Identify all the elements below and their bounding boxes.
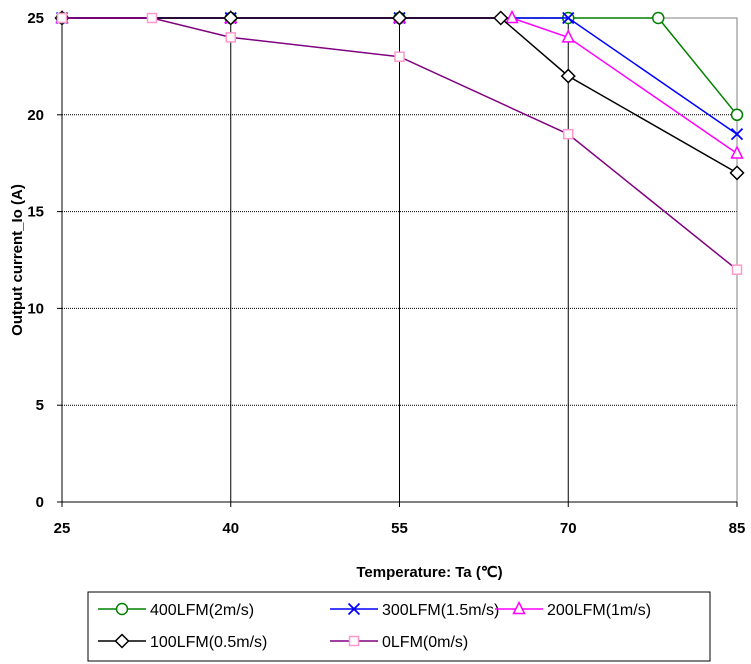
x-tick-label: 55	[391, 520, 408, 537]
data-point	[561, 29, 575, 43]
y-tick-label: 5	[36, 397, 44, 414]
data-point	[730, 128, 744, 141]
series-lines	[54, 9, 745, 275]
data-point	[731, 264, 743, 275]
data-point	[505, 9, 519, 24]
tick-labels: 0 5 10 15 20 25 25 40 55 70 85	[27, 10, 745, 537]
data-point	[730, 145, 744, 159]
legend-label: 300LFM(1.5m/s)	[382, 602, 499, 619]
x-tick-label: 85	[729, 520, 746, 537]
legend-marker	[114, 633, 130, 649]
data-point	[493, 10, 509, 26]
y-tick-label: 0	[36, 494, 44, 511]
y-tick-label: 15	[27, 204, 44, 221]
legend-item: 200LFM(1m/s)	[495, 600, 651, 619]
series-line	[62, 17, 738, 271]
y-tick-label: 25	[27, 10, 44, 27]
data-point	[562, 11, 575, 25]
grid	[62, 18, 737, 502]
y-tick-label: 20	[27, 107, 44, 124]
x-axis-title: Temperature: Ta (℃)	[356, 564, 502, 581]
data-point	[730, 108, 744, 122]
data-point	[394, 51, 405, 62]
data-point	[652, 11, 665, 25]
x-tick-label: 25	[54, 520, 71, 537]
data-point	[223, 10, 239, 26]
data-point	[225, 32, 236, 43]
data-point	[563, 128, 574, 140]
legend-marker	[512, 600, 526, 615]
data-point	[146, 12, 158, 24]
x-tick-label: 70	[560, 520, 577, 537]
data-point	[391, 10, 408, 26]
legend-item: 300LFM(1.5m/s)	[330, 602, 499, 619]
legend-box	[87, 591, 711, 662]
legend-marker	[348, 635, 360, 647]
legend: 400LFM(2m/s) 300LFM(1.5m/s) 200LFM(1m/s) 10…	[87, 591, 711, 662]
legend-label: 200LFM(1m/s)	[547, 602, 651, 619]
data-point	[56, 12, 68, 24]
legend-item: 100LFM(0.5m/s)	[98, 633, 267, 651]
legend-label: 400LFM(2m/s)	[150, 602, 254, 619]
legend-label: 100LFM(0.5m/s)	[150, 634, 267, 651]
data-point	[729, 165, 745, 181]
axes	[57, 17, 738, 507]
y-tick-label: 10	[27, 300, 44, 317]
series-line	[62, 17, 738, 174]
x-tick-label: 40	[222, 520, 239, 537]
legend-marker	[347, 602, 361, 616]
legend-marker	[115, 602, 129, 616]
legend-label: 0LFM(0m/s)	[382, 634, 468, 651]
series-4	[56, 12, 743, 275]
y-axis-title: Output current_Io (A)	[9, 184, 26, 336]
legend-item: 400LFM(2m/s)	[98, 602, 254, 619]
legend-item: 0LFM(0m/s)	[330, 634, 468, 651]
data-point	[560, 68, 576, 84]
